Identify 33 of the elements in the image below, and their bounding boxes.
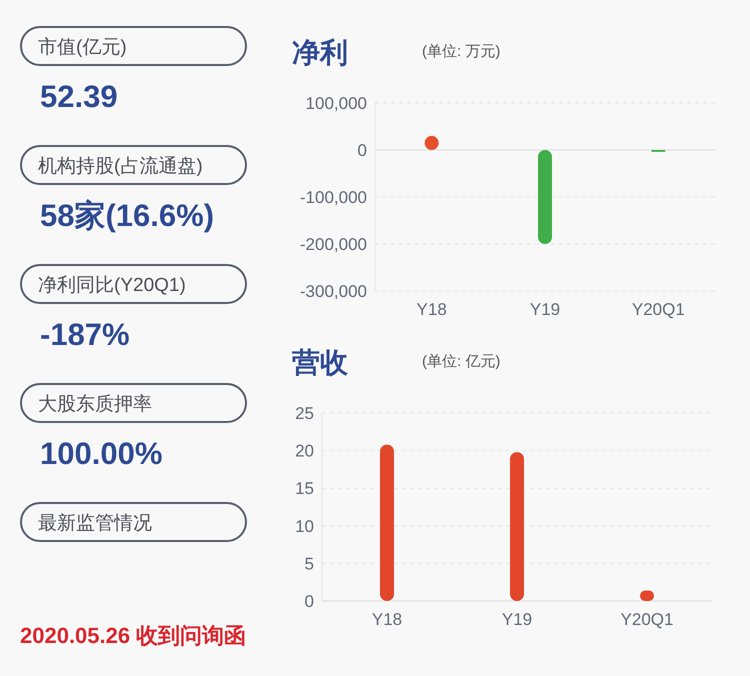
y-tick-label: -100,000 [300,188,367,207]
text: 大股东质押率 [38,393,152,415]
y-tick-label: -200,000 [300,235,367,254]
text: 52.39 [40,79,118,114]
bar [380,444,394,601]
y-tick-label: 20 [295,442,314,461]
y-tick-label: 0 [304,592,314,611]
x-tick-label: Y18 [372,610,402,629]
y-tick-label: 0 [358,141,367,160]
x-tick-label: Y19 [530,300,560,319]
y-tick-label: 100,000 [306,94,367,113]
chart-title: 净利 [292,37,348,68]
text: 2020.05.26 收到问询函 [20,623,246,648]
text: 净利同比(Y20Q1) [38,275,186,296]
y-tick-label: 25 [295,404,314,423]
text: 市值(亿元) [38,36,127,58]
text: 100.00% [40,436,162,471]
chart-subtitle: (单位: 万元) [422,43,500,60]
y-tick-label: 15 [295,479,314,498]
bar [510,452,524,601]
chart-subtitle: (单位: 亿元) [422,353,500,370]
x-tick-label: Y20Q1 [632,300,685,319]
y-tick-label: 5 [304,554,314,574]
text: -187% [40,317,130,352]
y-tick-label: 10 [295,516,314,536]
x-tick-label: Y19 [502,610,532,629]
y-tick-label: -300,000 [300,282,367,301]
text: 58家(16.6%) [40,198,214,233]
chart-title: 营收 [291,347,349,378]
x-tick-label: Y20Q1 [620,610,674,629]
text: 最新监管情况 [38,512,152,534]
text: 机构持股(占流通盘) [38,155,203,177]
x-tick-label: Y18 [416,300,447,319]
